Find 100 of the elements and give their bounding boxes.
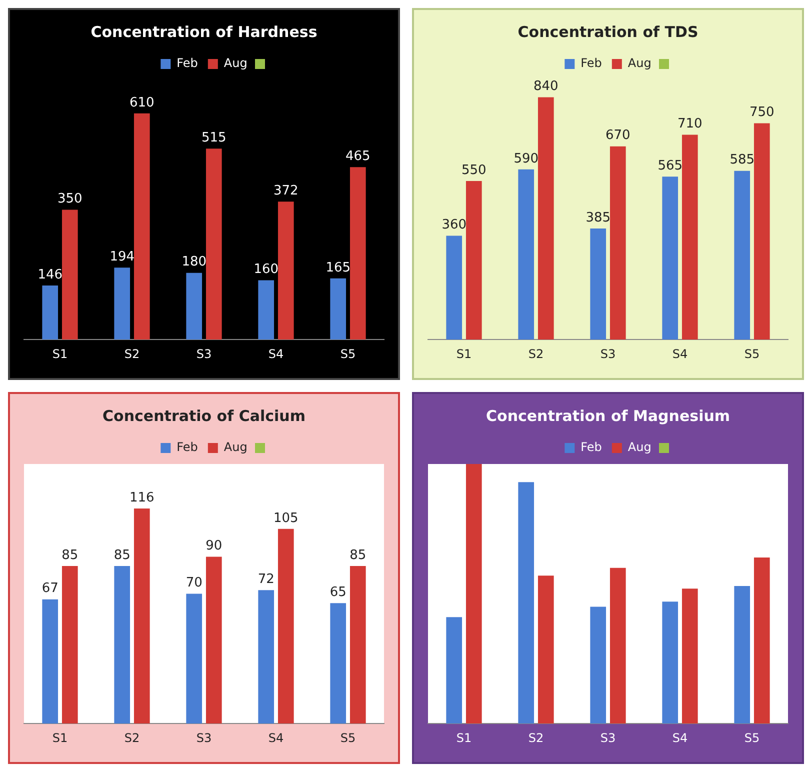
bar (518, 169, 534, 340)
data-label: 550 (461, 162, 486, 178)
data-label: 70 (186, 576, 202, 591)
x-tick-label: S4 (268, 730, 284, 745)
x-tick-label: S4 (672, 346, 688, 361)
bar (278, 202, 294, 340)
chart-title: Concentratio of Calcium (102, 406, 306, 425)
x-tick-label: S1 (456, 346, 472, 361)
bar (682, 588, 698, 724)
x-tick-label: S3 (196, 346, 212, 361)
legend-label: Feb (580, 440, 602, 454)
data-label: 180 (182, 254, 207, 270)
bar (446, 617, 462, 724)
bar (206, 148, 222, 340)
bar (42, 285, 58, 340)
x-tick-label: S1 (456, 730, 472, 745)
data-label: 65 (330, 584, 346, 600)
bar (114, 566, 130, 724)
chart-title: Concentration of Hardness (90, 22, 318, 41)
data-label: 160 (254, 262, 279, 278)
x-tick-label: S5 (744, 346, 760, 361)
x-tick-label: S2 (124, 730, 140, 745)
x-tick-label: S2 (528, 730, 544, 745)
bar (186, 272, 202, 340)
bar (682, 134, 698, 340)
bar (134, 113, 150, 340)
data-label: 565 (658, 158, 683, 174)
bar (258, 590, 274, 724)
data-label: 85 (62, 548, 78, 563)
x-tick-label: S2 (124, 346, 140, 361)
data-label: 72 (258, 572, 274, 587)
data-label: 750 (749, 105, 774, 120)
bar (42, 599, 58, 724)
bar (610, 568, 626, 724)
bar (350, 566, 366, 724)
bar (662, 176, 678, 340)
x-tick-label: S3 (196, 730, 212, 745)
bar (330, 278, 346, 340)
data-label: 610 (129, 95, 154, 110)
x-tick-label: S4 (672, 730, 688, 745)
legend-label: Aug (224, 56, 248, 70)
bar (114, 268, 130, 340)
x-tick-label: S1 (52, 346, 68, 361)
data-label: 165 (326, 260, 351, 276)
data-label: 585 (730, 152, 755, 168)
data-label: 350 (57, 192, 82, 207)
data-label: 67 (42, 581, 58, 596)
data-label: 360 (442, 218, 467, 233)
x-tick-label: S3 (600, 346, 616, 361)
x-tick-label: S1 (52, 730, 68, 745)
bar (754, 123, 770, 340)
bar (754, 557, 770, 724)
data-label: 90 (206, 538, 222, 554)
data-label: 85 (114, 548, 130, 563)
bar (590, 606, 606, 724)
bar (134, 508, 150, 724)
bar (466, 180, 482, 340)
x-tick-label: S3 (600, 730, 616, 745)
data-label: 105 (273, 510, 298, 526)
chart-title: Concentration of Magnesium (486, 406, 730, 425)
bar (590, 228, 606, 340)
data-label: 710 (677, 116, 702, 132)
data-label: 85 (350, 548, 366, 563)
bar (610, 146, 626, 340)
x-tick-label: S2 (528, 346, 544, 361)
data-label: 146 (38, 267, 63, 282)
bar (538, 97, 554, 340)
data-label: 515 (201, 130, 226, 146)
x-tick-label: S5 (340, 730, 356, 745)
bar (206, 556, 222, 724)
data-label: 840 (533, 79, 558, 94)
legend-label: Feb (580, 56, 602, 70)
bar (62, 210, 78, 340)
bar (278, 528, 294, 724)
bar (518, 482, 534, 724)
bar (330, 603, 346, 724)
bar (734, 586, 750, 724)
legend-label: Aug (628, 56, 652, 70)
x-tick-label: S4 (268, 346, 284, 361)
legend-label: Aug (224, 440, 248, 454)
data-label: 590 (514, 151, 539, 166)
data-label: 372 (273, 184, 298, 199)
data-label: 116 (129, 490, 154, 506)
data-label: 465 (345, 149, 370, 164)
data-label: 385 (586, 210, 611, 226)
bar (466, 464, 482, 724)
bar (62, 566, 78, 724)
bar (350, 167, 366, 340)
bar (186, 594, 202, 724)
data-label: 194 (110, 250, 135, 265)
bar (734, 170, 750, 340)
bar (258, 280, 274, 340)
legend-label: Aug (628, 440, 652, 454)
x-tick-label: S5 (744, 730, 760, 745)
data-label: 670 (605, 128, 630, 144)
chart-title: Concentration of TDS (518, 22, 698, 41)
bar (446, 236, 462, 340)
x-tick-label: S5 (340, 346, 356, 361)
bar (662, 602, 678, 724)
legend-label: Feb (176, 440, 198, 454)
